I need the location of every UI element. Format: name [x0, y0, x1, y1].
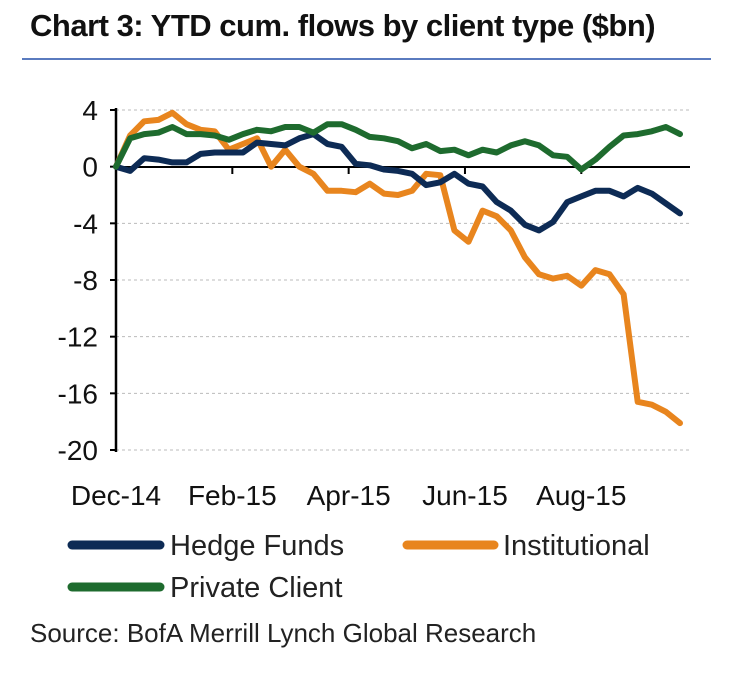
x-tick-label: Jun-15 — [422, 480, 508, 511]
legend-label-private-client: Private Client — [170, 572, 342, 604]
series-line-institutional — [113, 109, 683, 427]
y-tick-label: -12 — [58, 322, 98, 353]
x-tick-label: Apr-15 — [307, 480, 391, 511]
y-tick-label: -4 — [73, 208, 98, 239]
y-tick-labels: 4 0 -4 -8 -12 -16 -20 — [58, 95, 98, 466]
source-note: Source: BofA Merrill Lynch Global Resear… — [30, 618, 537, 648]
title-divider — [22, 58, 711, 60]
gridlines — [110, 109, 690, 451]
series-lines — [113, 109, 683, 427]
y-tick-label: -8 — [73, 265, 98, 296]
series-line-hedge-funds — [113, 131, 683, 234]
legend-label-hedge-funds: Hedge Funds — [170, 530, 344, 562]
legend-label-institutional: Institutional — [503, 530, 650, 562]
y-tick-label: -16 — [58, 378, 98, 409]
x-tick-label: Dec-14 — [71, 480, 161, 511]
x-tick-label: Aug-15 — [536, 480, 626, 511]
y-tick-label: -20 — [58, 435, 98, 466]
y-tick-label: 4 — [82, 95, 98, 126]
x-ticks — [115, 167, 583, 174]
chart-title: Chart 3: YTD cum. flows by client type (… — [30, 8, 656, 43]
x-tick-label: Feb-15 — [188, 480, 277, 511]
series-line-private-client — [113, 121, 683, 173]
legend: Hedge Funds Institutional Private Client — [67, 530, 650, 604]
y-tick-label: 0 — [82, 152, 98, 183]
x-tick-labels: Dec-14 Feb-15 Apr-15 Jun-15 Aug-15 — [71, 480, 627, 511]
